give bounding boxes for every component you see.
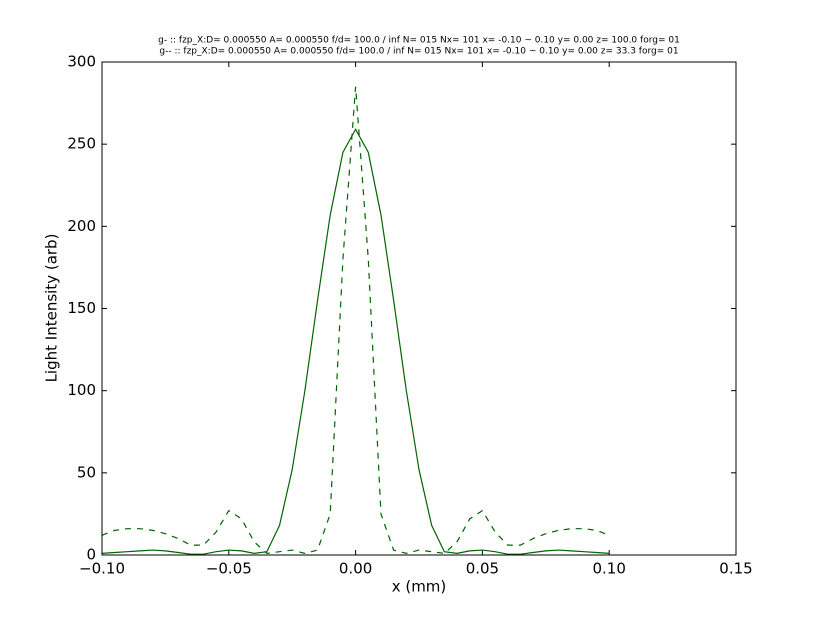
data-line: [101, 128, 610, 555]
x-tick-label: 0.15: [719, 560, 752, 578]
x-axis-label: x (mm): [392, 578, 447, 596]
chart-title: g- :: fzp_X:D= 0.000550 A= 0.000550 f/d=…: [158, 36, 680, 46]
chart-title: g-- :: fzp_X:D= 0.000550 A= 0.000550 f/d…: [159, 47, 678, 57]
x-tick-label: 0.10: [592, 560, 625, 578]
plot-frame: [101, 61, 737, 556]
y-axis-label: Light Intensity (arb): [43, 234, 61, 383]
y-tick-label: 0: [86, 546, 96, 564]
x-tick-label: 0.00: [339, 560, 372, 578]
x-tick-label: −0.10: [79, 560, 125, 578]
x-tick-label: 0.05: [466, 560, 499, 578]
data-line: [101, 86, 610, 554]
y-tick-label: 150: [67, 299, 96, 317]
y-tick-label: 300: [67, 53, 96, 71]
y-tick-label: 100: [67, 381, 96, 399]
x-tick-label: −0.05: [206, 560, 252, 578]
y-tick-label: 50: [77, 463, 96, 481]
y-tick-label: 200: [67, 217, 96, 235]
y-tick-label: 250: [67, 135, 96, 153]
